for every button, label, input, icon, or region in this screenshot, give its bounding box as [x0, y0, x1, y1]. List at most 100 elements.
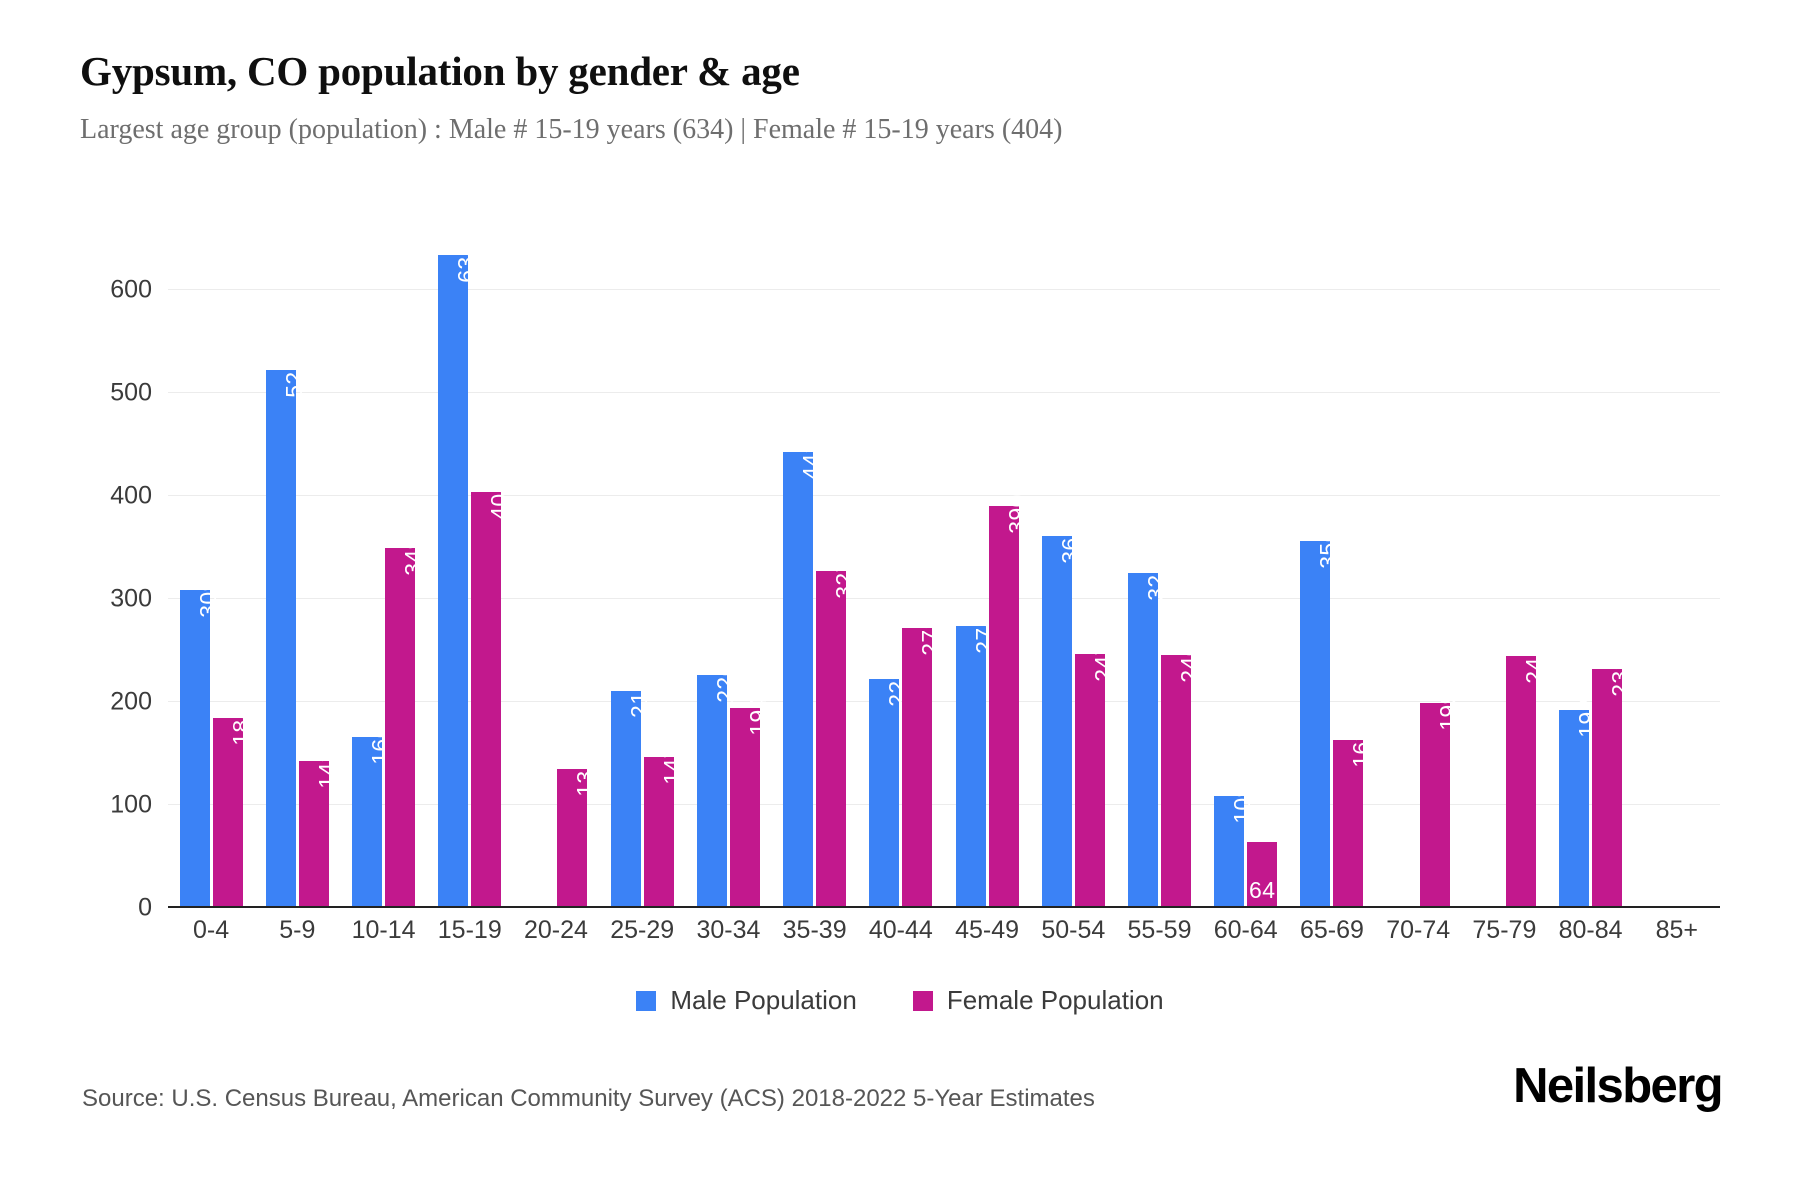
- gridline: [168, 803, 1720, 805]
- legend-swatch-icon: [912, 990, 933, 1011]
- female-bar[interactable]: 349: [385, 537, 426, 908]
- bar-value-label: 147: [658, 744, 685, 785]
- bar-value-label: 272: [917, 615, 944, 656]
- bar-value-label: 404: [486, 479, 513, 520]
- bar-value-label: 109: [1229, 783, 1256, 824]
- female-bar[interactable]: 64: [1247, 842, 1278, 908]
- gridline: [168, 700, 1720, 702]
- neilsberg-logo: Neilsberg: [1513, 1059, 1724, 1113]
- bar-value-label: 361: [1056, 524, 1083, 564]
- male-bar[interactable]: 634: [438, 243, 479, 908]
- female-bar[interactable]: 390: [988, 494, 1030, 908]
- bar-group: 522 143: [254, 228, 340, 908]
- bar-value-label: 232: [1607, 657, 1634, 697]
- bar-value-label: 246: [1176, 642, 1203, 683]
- male-bar[interactable]: 222: [869, 667, 910, 908]
- bar-value-label: 226: [711, 663, 738, 703]
- bar-group: 135: [513, 228, 599, 908]
- x-tick-label: 70-74: [1386, 916, 1451, 944]
- plot-wrapper: 0 100 200 300 400 500 600 309 184 522 143 166 349 63…: [80, 228, 1720, 922]
- bar-group: 361 247: [1030, 228, 1116, 908]
- x-tick-label: 55-59: [1127, 916, 1192, 944]
- x-tick-label: 65-69: [1299, 916, 1364, 944]
- male-bar[interactable]: 166: [352, 725, 393, 908]
- female-bar[interactable]: 232: [1592, 657, 1633, 908]
- bar-value-label: 245: [1520, 643, 1547, 684]
- bar-group: 325 246: [1116, 228, 1202, 908]
- female-bar[interactable]: 147: [643, 745, 685, 908]
- female-bar[interactable]: 163: [1333, 728, 1374, 908]
- female-bar[interactable]: 184: [212, 707, 254, 908]
- male-bar[interactable]: 356: [1300, 529, 1341, 908]
- bar-group: [1634, 228, 1720, 908]
- x-tick-label: 50-54: [1041, 916, 1106, 944]
- bar-groups: 309 184 522 143 166 349 634 404 135 211 147 226 194 4…: [168, 228, 1720, 908]
- x-tick-label: 85+: [1655, 916, 1699, 944]
- bar-value-label: 163: [1348, 728, 1375, 768]
- gridlines: [168, 228, 1720, 908]
- female-bar[interactable]: 245: [1505, 644, 1547, 908]
- x-tick-label: 45-49: [955, 916, 1020, 944]
- chart-legend: Male Population Female Population: [0, 985, 1800, 1016]
- female-bar[interactable]: 247: [1074, 642, 1116, 908]
- y-tick-label: 100: [110, 790, 152, 819]
- x-tick-label: 15-19: [437, 916, 502, 944]
- female-bar[interactable]: 135: [557, 757, 598, 908]
- y-tick-label: 600: [110, 275, 152, 304]
- male-bar[interactable]: 309: [179, 578, 221, 908]
- male-bar[interactable]: 109: [1214, 784, 1255, 908]
- bar-value-label: 327: [831, 559, 858, 599]
- x-tick-label: 5-9: [279, 916, 316, 944]
- male-bar[interactable]: 443: [783, 440, 824, 908]
- female-bar[interactable]: 246: [1161, 643, 1202, 908]
- bar-group: 245: [1461, 228, 1547, 908]
- bar-group: 166 349: [340, 228, 426, 908]
- x-tick-label: 60-64: [1213, 916, 1278, 944]
- bar-value-label: 143: [313, 748, 340, 789]
- x-tick-label: 30-34: [696, 916, 761, 944]
- bar-group: 443 327: [772, 228, 858, 908]
- x-tick-label: 35-39: [782, 916, 847, 944]
- source-note: Source: U.S. Census Bureau, American Com…: [82, 1085, 1095, 1112]
- female-bar[interactable]: 143: [298, 749, 340, 908]
- male-bar[interactable]: 325: [1128, 561, 1169, 908]
- x-tick-label: 10-14: [351, 916, 416, 944]
- male-bar[interactable]: 192: [1559, 698, 1600, 908]
- bar-group: 226 194: [685, 228, 771, 908]
- bar-group: 199: [1375, 228, 1461, 908]
- chart-title: Gypsum, CO population by gender & age: [80, 48, 800, 94]
- male-bar[interactable]: 274: [955, 614, 997, 908]
- legend-item-male[interactable]: Male Population: [636, 985, 857, 1016]
- female-bar[interactable]: 404: [471, 480, 512, 908]
- gridline: [168, 494, 1720, 496]
- bar-group: 192 232: [1548, 228, 1634, 908]
- bar-value-label: 184: [227, 706, 254, 747]
- x-tick-label: 40-44: [868, 916, 933, 944]
- chart-header: Gypsum, CO population by gender & age La…: [80, 48, 1720, 147]
- chart-subtitle: Largest age group (population) : Male # …: [80, 114, 1063, 146]
- female-bar[interactable]: 272: [902, 616, 943, 908]
- y-tick-label: 400: [110, 481, 152, 510]
- bar-value-label: 390: [1003, 494, 1030, 534]
- male-bar[interactable]: 361: [1041, 524, 1083, 908]
- x-tick-label: 20-24: [524, 916, 588, 944]
- x-axis-line: [168, 906, 1720, 908]
- female-bar[interactable]: 194: [729, 696, 771, 908]
- male-bar[interactable]: 522: [265, 358, 307, 908]
- x-tick-label: 75-79: [1472, 916, 1537, 944]
- legend-item-female[interactable]: Female Population: [912, 985, 1164, 1016]
- male-bar[interactable]: 226: [696, 663, 738, 908]
- bar-value-label: 309: [194, 577, 221, 618]
- gridline: [168, 391, 1720, 393]
- bar-value-label: 211: [625, 679, 652, 718]
- bar-group: 356 163: [1289, 228, 1375, 908]
- bar-group: 222 272: [858, 228, 944, 908]
- bar-value-label: 356: [1315, 529, 1342, 570]
- male-bar[interactable]: 211: [610, 680, 652, 908]
- y-tick-label: 0: [138, 893, 152, 922]
- y-tick-label: 200: [110, 687, 152, 716]
- female-bar[interactable]: 199: [1419, 691, 1461, 908]
- female-bar[interactable]: 327: [816, 559, 857, 908]
- bar-value-label: 135: [572, 757, 599, 797]
